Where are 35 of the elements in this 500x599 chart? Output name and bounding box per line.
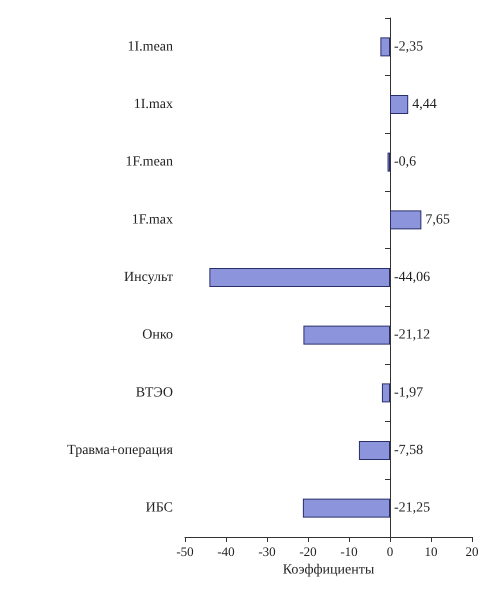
x-tick-label: -20 [299,544,317,559]
y-tick-label: Инсульт [124,270,173,285]
data-label: -21,12 [394,328,430,343]
bar [303,326,390,345]
x-tick-label: 0 [386,544,394,559]
data-label: -1,97 [394,385,424,400]
bar [209,268,390,287]
x-tick-label: -50 [176,544,194,559]
bar [358,441,390,460]
x-tick-label: -30 [258,544,276,559]
y-tick-label: 1I.max [134,97,173,112]
x-tick-label: 20 [466,544,478,559]
data-label: -0,6 [394,154,416,170]
data-label: -7,58 [394,443,424,458]
y-tick-label: ВТЭО [136,385,173,400]
data-label: -44,06 [394,270,430,285]
data-label: -21,25 [394,500,430,516]
x-tick-label: -40 [217,544,235,559]
y-tick-label: 1F.mean [126,154,173,170]
x-tick-label: -10 [340,544,358,559]
y-tick-label: Травма+операция [67,443,174,458]
data-label: 7,65 [425,212,450,228]
bar [302,498,390,518]
bar [380,37,390,56]
y-tick-label: Онко [142,328,173,343]
bar [390,210,422,230]
x-axis-title: Коэффициенты [282,562,375,578]
y-tick-label: 1F.max [132,212,173,228]
y-tick-label: 1I.mean [128,39,173,54]
x-tick-label: 10 [424,544,438,559]
data-label: 4,44 [412,97,437,112]
y-tick-label: ИБС [146,500,173,516]
bar [382,383,390,402]
data-label: -2,35 [394,39,424,54]
bar [390,95,408,114]
